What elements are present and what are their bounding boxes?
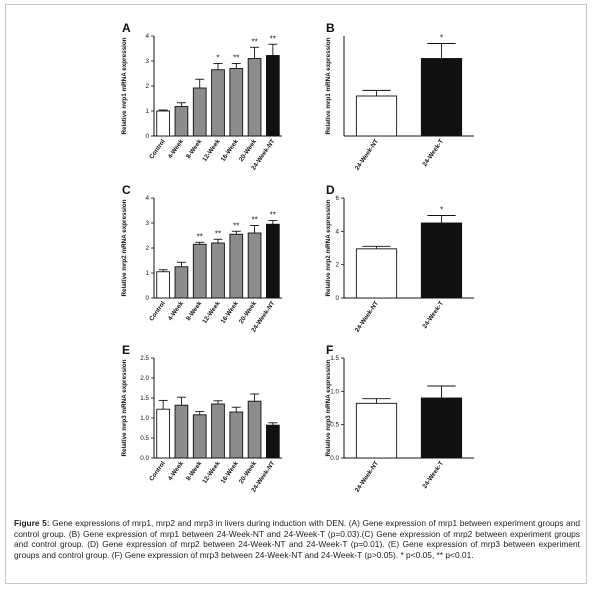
figure-caption: Figure 5: Gene expressions of mrp1, mrp2… (14, 518, 580, 560)
y-axis-label: Relative mrp3 mRNA expression (121, 359, 128, 456)
x-tick-label: 24-Week-T (421, 460, 445, 490)
x-tick-label: Control (148, 460, 167, 483)
y-tick-label: 0 (145, 133, 149, 140)
y-tick-label: 1.5 (140, 395, 149, 402)
bar (420, 58, 463, 137)
bar (156, 408, 170, 459)
x-tick-label: Control (148, 300, 167, 323)
x-tick-label: 8-Week (185, 138, 204, 160)
y-tick-label: 2.5 (140, 355, 149, 362)
bar (211, 403, 225, 459)
bar (266, 424, 280, 459)
bar (229, 68, 244, 137)
x-tick-label: 24-Week-T (421, 300, 445, 330)
figure-frame (5, 4, 587, 584)
significance-marker: * (440, 206, 443, 215)
bar (420, 397, 463, 459)
bar (247, 58, 262, 137)
bar (355, 402, 398, 459)
y-axis-label: Relative mrp2 mRNA expression (325, 199, 332, 296)
y-axis-label: Relative mrp1 mRNA expression (325, 37, 332, 134)
bar (174, 106, 189, 137)
y-tick-label: 1 (145, 270, 149, 277)
y-tick-label: 0 (145, 295, 149, 302)
bar (420, 222, 463, 299)
y-axis-label: Relative mrp1 mRNA expression (121, 37, 128, 134)
x-tick-label: 4-Week (167, 460, 186, 482)
panel-letter: E (122, 343, 130, 357)
significance-marker: ** (270, 34, 276, 43)
y-tick-label: 2 (335, 262, 339, 269)
panel-letter: F (326, 343, 333, 357)
x-tick-label: 24-Week-NT (354, 138, 380, 172)
x-tick-label: 4-Week (167, 138, 186, 160)
y-tick-label: 1.5 (330, 355, 339, 362)
caption-text: Gene expressions of mrp1, mrp2 and mrp3 … (14, 518, 581, 560)
significance-marker: ** (251, 216, 257, 225)
x-tick-label: 24-Week-NT (354, 300, 380, 334)
y-axis-label: Relative mrp2 mRNA expression (121, 199, 128, 296)
significance-marker: ** (215, 229, 221, 238)
y-tick-label: 6 (335, 195, 339, 202)
y-tick-label: 4 (335, 228, 339, 235)
y-tick-label: 0.5 (330, 422, 339, 429)
y-tick-label: 2 (145, 83, 149, 90)
bar (266, 223, 280, 299)
y-tick-label: 2 (145, 245, 149, 252)
x-tick-label: Control (148, 138, 167, 161)
panel-letter: C (122, 183, 131, 197)
caption-label: Figure 5: (14, 518, 50, 528)
bar (247, 232, 262, 299)
significance-marker: ** (270, 211, 276, 220)
significance-marker: ** (251, 37, 257, 46)
panel-letter: D (326, 183, 335, 197)
significance-marker: * (216, 54, 219, 63)
significance-marker: ** (233, 221, 239, 230)
panel-letter: A (122, 21, 131, 35)
bar (266, 55, 280, 137)
y-tick-label: 4 (145, 33, 149, 40)
significance-marker: ** (233, 54, 239, 63)
bar (247, 400, 262, 459)
significance-marker: ** (197, 232, 203, 241)
x-tick-label: 8-Week (185, 460, 204, 482)
y-axis-label: Relative mrp3 mRNA expression (325, 359, 332, 456)
x-tick-label: 24-Week-T (421, 138, 445, 168)
y-tick-label: 1.0 (330, 388, 339, 395)
chart-panel-c: C Relative mrp2 mRNA expression 0 1 2 3 4 Contr… (121, 183, 282, 334)
y-tick-label: 3 (145, 220, 149, 227)
significance-marker: * (440, 34, 443, 43)
chart-panel-b: B Relative mrp1 mRNA expression 24-Week-NT… (325, 21, 474, 172)
bar (229, 233, 244, 299)
y-tick-label: 0.5 (140, 435, 149, 442)
bar (355, 248, 398, 299)
bar (192, 243, 207, 299)
x-tick-label: 4-Week (167, 300, 186, 322)
bar (156, 271, 170, 299)
y-tick-label: 0.0 (140, 455, 149, 462)
bar (174, 266, 189, 299)
y-tick-label: 0.0 (330, 455, 339, 462)
y-tick-label: 2.0 (140, 375, 149, 382)
bar (156, 110, 170, 137)
y-tick-label: 3 (145, 58, 149, 65)
bar (211, 242, 225, 299)
bar (211, 69, 225, 137)
bar (192, 414, 207, 459)
y-tick-label: 1 (145, 108, 149, 115)
y-tick-label: 1.0 (140, 415, 149, 422)
y-tick-label: 0 (335, 295, 339, 302)
panel-letter: B (326, 21, 335, 35)
bar (174, 404, 189, 459)
x-tick-label: 24-Week-NT (354, 460, 380, 494)
chart-panel-a: A Relative mrp1 mRNA expression 0 1 2 3 4 Contr… (121, 21, 282, 172)
x-tick-label: 8-Week (185, 300, 204, 322)
y-tick-label: 4 (145, 195, 149, 202)
bar (192, 87, 207, 137)
bar (229, 411, 244, 459)
chart-panel-e: E Relative mrp3 mRNA expression 0.0 0.5 1.0 1… (121, 343, 282, 494)
bar (355, 95, 398, 137)
